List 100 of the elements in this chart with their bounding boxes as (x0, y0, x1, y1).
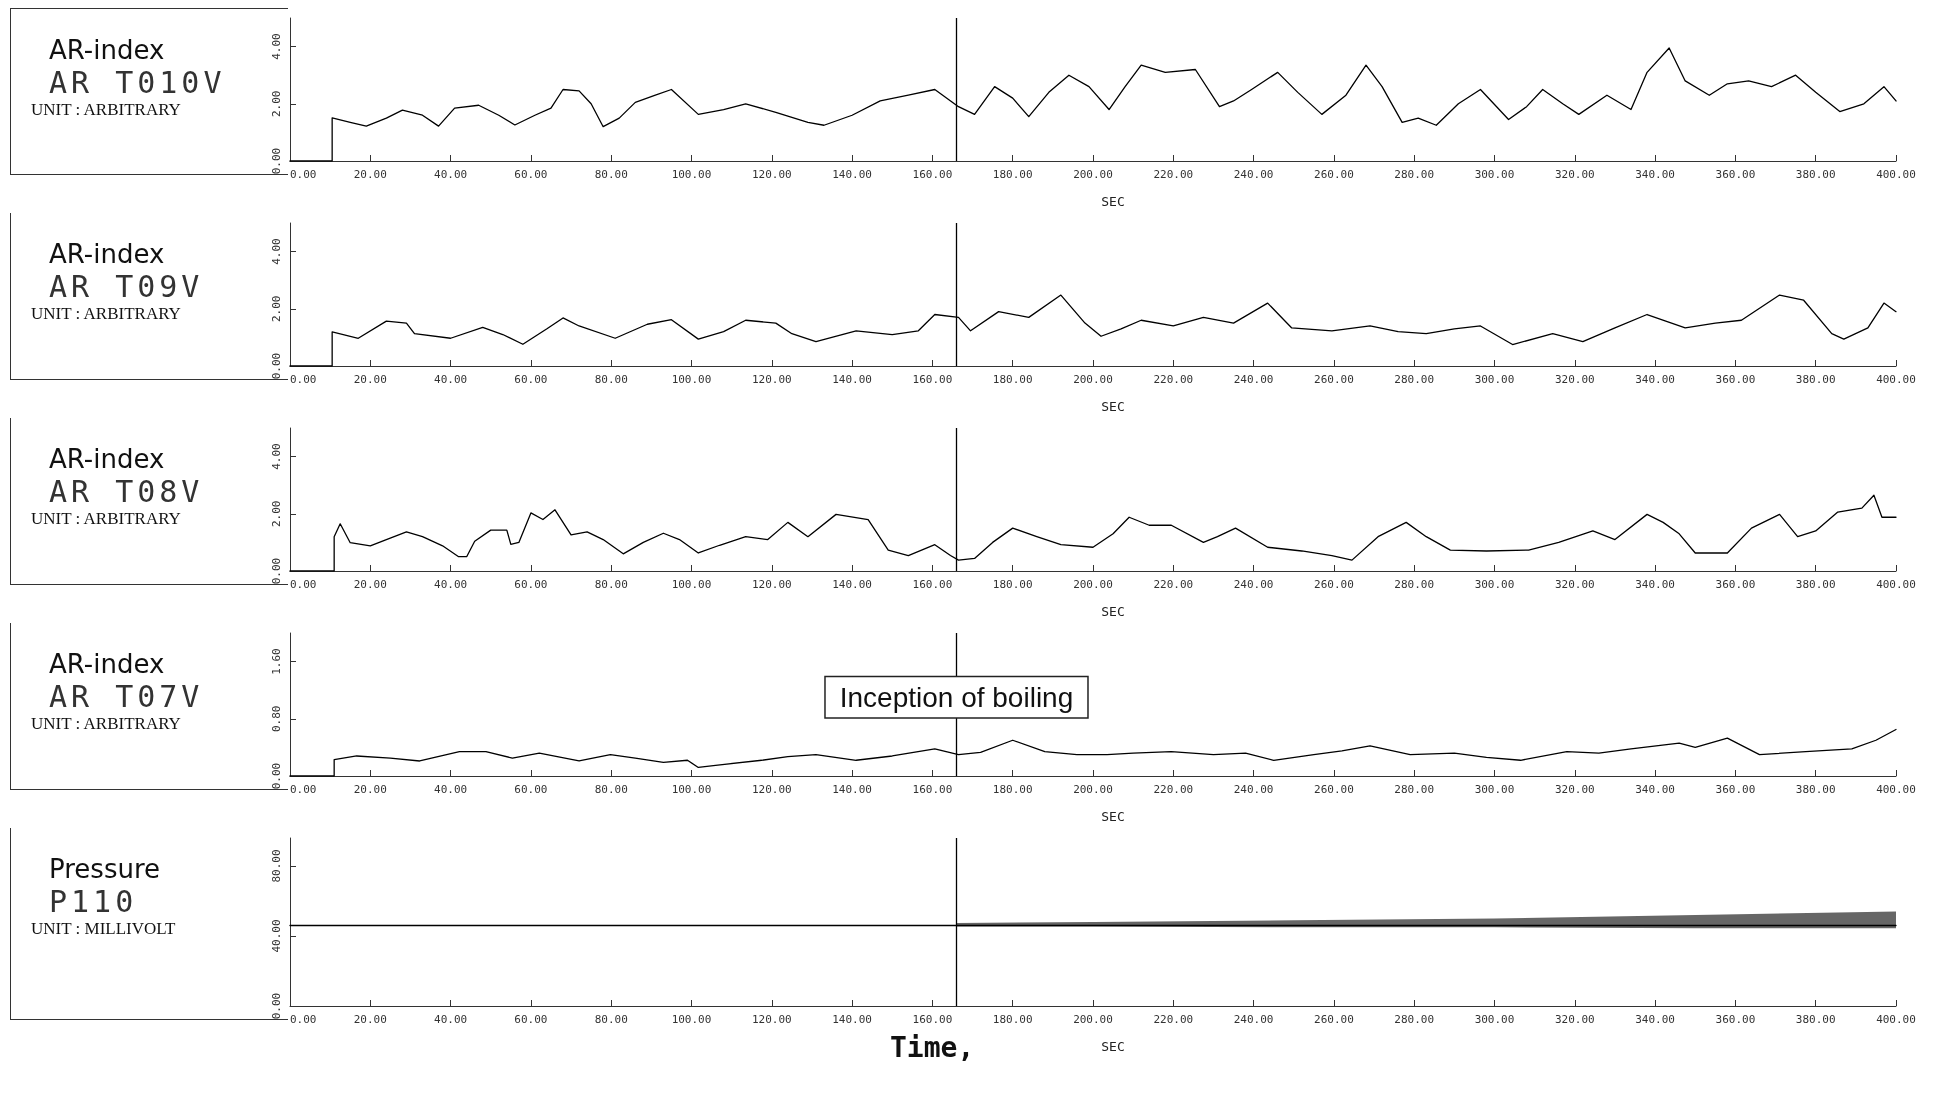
x-tick-label: 40.00 (434, 783, 468, 796)
ref-line-label: Inception of boiling (839, 681, 1074, 713)
x-tick-label: 320.00 (1554, 373, 1595, 386)
x-tick-label: 100.00 (671, 168, 712, 181)
x-tick-label: 260.00 (1314, 373, 1354, 386)
x-tick-label: 180.00 (992, 783, 1033, 796)
x-tick-label: 280.00 (1394, 783, 1435, 796)
text: Time, (890, 1031, 975, 1064)
x-tick-label: 360.00 (1715, 578, 1756, 591)
y-axis-title: UNIT : ARBITRARY (31, 100, 181, 119)
x-tick-label: 300.00 (1474, 373, 1515, 386)
y-tick-label: 4.00 (270, 238, 283, 265)
x-tick-label: 340.00 (1635, 168, 1675, 181)
x-tick-label: 340.00 (1635, 1013, 1675, 1026)
x-tick-label: 20.00 (353, 578, 387, 591)
x-axis-title: SEC (1101, 1039, 1125, 1054)
x-tick-label: 400.00 (1876, 783, 1916, 796)
x-tick-label: 160.00 (912, 783, 953, 796)
text: AR-index (49, 35, 165, 65)
x-tick-label: 260.00 (1314, 783, 1354, 796)
x-tick-label: 400.00 (1876, 1013, 1916, 1026)
x-tick-label: 340.00 (1635, 783, 1675, 796)
y-tick-label: 2.00 (270, 500, 283, 528)
y-tick-label: 4.00 (270, 33, 283, 60)
x-axis-title: SEC (1101, 194, 1125, 209)
x-tick-label: 180.00 (992, 578, 1033, 591)
x-tick-label: 340.00 (1635, 373, 1675, 386)
y-axis-title: UNIT : ARBITRARY (31, 714, 181, 733)
x-tick-label: 20.00 (353, 373, 387, 386)
x-tick-label: 140.00 (832, 1013, 872, 1026)
x-tick-label: 0.00 (290, 168, 317, 181)
x-tick-label: 380.00 (1795, 373, 1836, 386)
text: AR T08V (49, 474, 204, 509)
x-tick-label: 120.00 (751, 783, 792, 796)
x-tick-label: 60.00 (514, 783, 548, 796)
x-tick-label: 220.00 (1153, 1013, 1194, 1026)
x-tick-label: 20.00 (353, 783, 387, 796)
x-tick-label: 200.00 (1073, 168, 1113, 181)
x-tick-label: 400.00 (1876, 373, 1916, 386)
y-tick-label: 40.00 (270, 919, 283, 953)
x-tick-label: 220.00 (1153, 373, 1194, 386)
x-tick-label: 360.00 (1715, 373, 1756, 386)
x-tick-label: 320.00 (1554, 1013, 1595, 1026)
y-axis-title: UNIT : ARBITRARY (31, 304, 181, 323)
y-tick-label: 0.80 (270, 705, 283, 733)
x-tick-label: 200.00 (1073, 1013, 1113, 1026)
x-tick-label: 100.00 (671, 578, 712, 591)
x-tick-label: 80.00 (594, 168, 628, 181)
x-tick-label: 300.00 (1474, 168, 1515, 181)
x-tick-label: 400.00 (1876, 168, 1916, 181)
x-tick-label: 380.00 (1795, 578, 1836, 591)
x-tick-label: 320.00 (1554, 783, 1595, 796)
x-tick-label: 80.00 (594, 578, 628, 591)
x-tick-label: 200.00 (1073, 783, 1113, 796)
text: AR-index (49, 444, 165, 474)
x-tick-label: 180.00 (992, 373, 1033, 386)
x-tick-label: 0.00 (290, 1013, 317, 1026)
x-tick-label: 240.00 (1233, 783, 1274, 796)
x-tick-label: 360.00 (1715, 783, 1756, 796)
text: P110 (49, 884, 139, 919)
x-tick-label: 140.00 (832, 373, 872, 386)
x-tick-label: 260.00 (1314, 168, 1354, 181)
x-tick-label: 360.00 (1715, 1013, 1756, 1026)
x-tick-label: 300.00 (1474, 578, 1515, 591)
x-tick-label: 160.00 (912, 168, 953, 181)
x-tick-label: 80.00 (594, 373, 628, 386)
x-tick-label: 240.00 (1233, 1013, 1274, 1026)
text: Pressure (49, 854, 161, 884)
x-tick-label: 280.00 (1394, 1013, 1435, 1026)
y-tick-label: 2.00 (270, 90, 283, 118)
x-tick-label: 100.00 (671, 373, 712, 386)
x-tick-label: 60.00 (514, 168, 548, 181)
text: AR-index (49, 239, 165, 269)
x-tick-label: 80.00 (594, 783, 628, 796)
x-tick-label: 20.00 (353, 1013, 387, 1026)
y-axis-title: UNIT : ARBITRARY (31, 509, 181, 528)
x-tick-label: 220.00 (1153, 783, 1194, 796)
text: AR T07V (49, 679, 204, 714)
x-tick-label: 140.00 (832, 783, 872, 796)
x-tick-label: 120.00 (751, 1013, 792, 1026)
y-tick-label: 1.60 (270, 648, 283, 675)
x-tick-label: 300.00 (1474, 1013, 1515, 1026)
x-tick-label: 40.00 (434, 168, 468, 181)
x-axis-title: SEC (1101, 399, 1125, 414)
x-tick-label: 380.00 (1795, 168, 1836, 181)
x-tick-label: 0.00 (290, 578, 317, 591)
x-tick-label: 140.00 (832, 168, 872, 181)
x-tick-label: 240.00 (1233, 373, 1274, 386)
x-tick-label: 0.00 (290, 373, 317, 386)
x-axis-title: SEC (1101, 809, 1125, 824)
x-tick-label: 20.00 (353, 168, 387, 181)
x-tick-label: 160.00 (912, 1013, 953, 1026)
x-tick-label: 80.00 (594, 1013, 628, 1026)
x-tick-label: 120.00 (751, 373, 792, 386)
x-tick-label: 0.00 (290, 783, 317, 796)
y-tick-label: 80.00 (270, 849, 283, 883)
x-tick-label: 360.00 (1715, 168, 1756, 181)
x-tick-label: 60.00 (514, 373, 548, 386)
x-tick-label: 220.00 (1153, 168, 1194, 181)
x-tick-label: 100.00 (671, 783, 712, 796)
